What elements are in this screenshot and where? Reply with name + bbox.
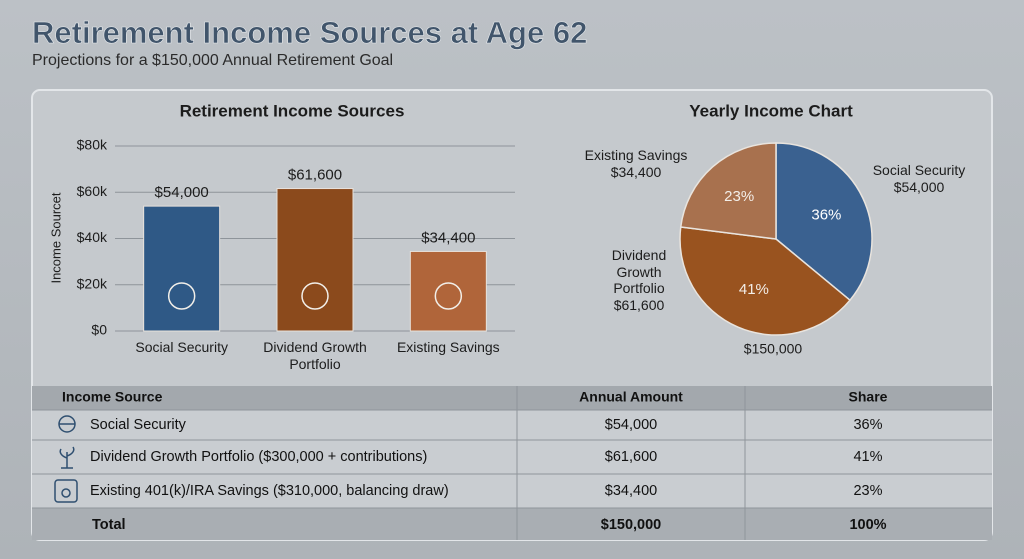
slice-name: Existing Savings bbox=[584, 147, 688, 163]
table-cell: $150,000 bbox=[601, 517, 661, 533]
table-cell: Total bbox=[92, 517, 126, 533]
table-cell: 23% bbox=[853, 483, 882, 499]
table-cell: $61,600 bbox=[605, 449, 657, 465]
table-cell: Existing 401(k)/IRA Savings ($310,000, b… bbox=[90, 483, 449, 499]
row-icons bbox=[54, 415, 78, 503]
chart-title: Retirement Income Sources bbox=[180, 101, 405, 120]
bar bbox=[143, 205, 221, 332]
slice-amount: $34,400 bbox=[610, 164, 662, 180]
pie-slice bbox=[775, 142, 873, 302]
pie-slice bbox=[679, 226, 852, 336]
y-tick-label: $80k bbox=[77, 137, 108, 153]
y-axis-label: Income Sourcet bbox=[48, 192, 63, 283]
table-cell: 100% bbox=[849, 517, 886, 533]
table-lines bbox=[32, 386, 992, 540]
chart-title: Yearly Income Chart bbox=[689, 101, 853, 120]
table-header: Income Source bbox=[62, 389, 163, 405]
pie-slice bbox=[679, 142, 777, 240]
table-cell: Dividend Growth Portfolio ($300,000 + co… bbox=[90, 449, 427, 465]
table-cell: $34,400 bbox=[605, 483, 657, 499]
y-tick-label: $0 bbox=[91, 322, 107, 338]
value-label: $34,400 bbox=[421, 229, 475, 246]
bar-icon bbox=[167, 282, 196, 310]
slice-amount: $54,000 bbox=[893, 179, 945, 195]
slice-label: 41% bbox=[739, 281, 769, 298]
bar bbox=[276, 188, 354, 332]
table-cell: Social Security bbox=[90, 417, 187, 433]
slice-name: Social Security bbox=[872, 162, 966, 178]
bar bbox=[409, 250, 487, 332]
table-header: Share bbox=[849, 389, 888, 405]
slice-amount: $61,600 bbox=[613, 297, 665, 313]
table-cell: 41% bbox=[853, 449, 882, 465]
slice-label: 36% bbox=[811, 206, 841, 223]
table-header: Annual Amount bbox=[579, 389, 683, 405]
table-cell: $54,000 bbox=[605, 417, 657, 433]
bar-icon bbox=[301, 282, 329, 310]
y-tick-label: $60k bbox=[77, 183, 108, 199]
y-tick-label: $20k bbox=[77, 275, 108, 291]
slice-name: Dividend Growth Portfolio bbox=[611, 247, 667, 296]
table-cell: 36% bbox=[853, 417, 882, 433]
table-body-bg bbox=[32, 410, 992, 508]
page-subtitle: Projections for a $150,000 Annual Retire… bbox=[32, 52, 393, 69]
table-header-bg bbox=[32, 386, 992, 410]
x-tick-label: Existing Savings bbox=[396, 339, 500, 355]
value-label: $61,600 bbox=[288, 167, 342, 184]
y-tick-label: $40k bbox=[77, 229, 108, 245]
table-total-bg bbox=[32, 508, 992, 540]
x-tick-label: Social Security bbox=[135, 339, 228, 355]
value-label: $54,000 bbox=[155, 184, 209, 201]
pie-total: $150,000 bbox=[744, 341, 803, 357]
slice-label: 23% bbox=[724, 188, 754, 205]
page-title: Retirement Income Sources at Age 62 bbox=[32, 15, 587, 50]
x-tick-label: Dividend Growth Portfolio bbox=[263, 339, 367, 372]
bar-icon bbox=[434, 282, 463, 310]
